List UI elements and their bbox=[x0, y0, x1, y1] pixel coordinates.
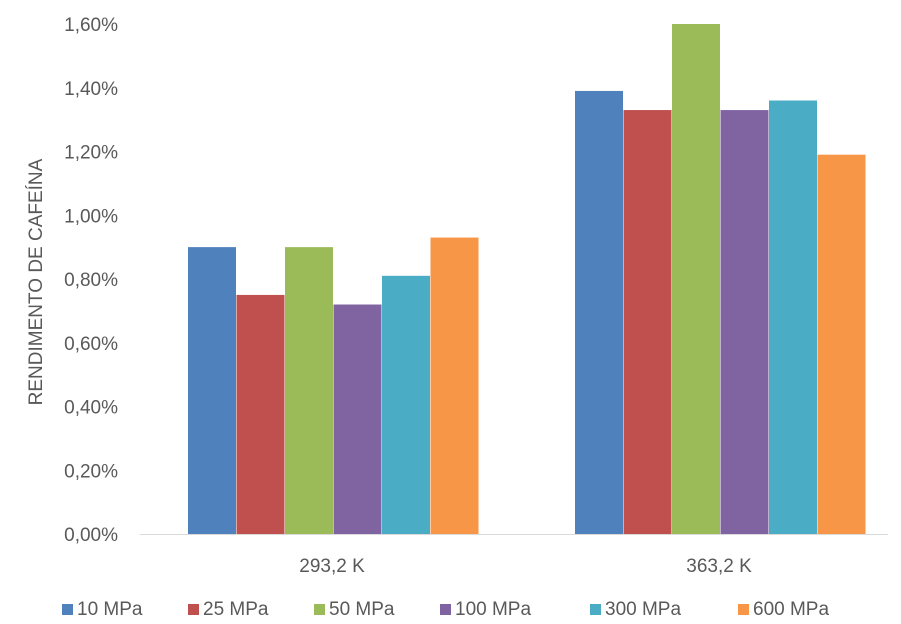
bar-10-mpa-2 bbox=[575, 90, 623, 534]
bar-25-mpa-2 bbox=[623, 110, 672, 534]
legend-swatch bbox=[738, 604, 749, 615]
y-tick-label: 1,40% bbox=[64, 79, 118, 100]
y-tick-label: 0,80% bbox=[64, 270, 118, 291]
legend-label: 10 MPa bbox=[77, 599, 143, 620]
bar-10-mpa-1 bbox=[188, 247, 236, 534]
bar-50-mpa-1 bbox=[285, 247, 333, 534]
y-tick-label: 1,00% bbox=[64, 206, 118, 227]
y-tick-label: 1,60% bbox=[64, 15, 118, 36]
bar-600-mpa-2 bbox=[817, 154, 866, 534]
legend-swatch bbox=[62, 604, 73, 615]
y-axis-ticks: 0,00% 0,20% 0,40% 0,60% 0,80% 1,00% 1,20% 1,40%… bbox=[64, 15, 118, 546]
bar-300-mpa-1 bbox=[382, 275, 430, 534]
x-tick-label: 293,2 K bbox=[299, 556, 365, 577]
y-tick-label: 0,00% bbox=[64, 525, 118, 546]
x-tick-label: 363,2 K bbox=[686, 556, 752, 577]
y-tick-label: 1,20% bbox=[64, 143, 118, 164]
bar-300-mpa-2 bbox=[769, 100, 817, 534]
legend-label: 100 MPa bbox=[455, 599, 531, 620]
legend-swatch bbox=[590, 604, 601, 615]
legend-swatch bbox=[440, 604, 451, 615]
x-axis-ticks: 293,2 K 363,2 K bbox=[299, 556, 752, 577]
y-tick-label: 0,40% bbox=[64, 398, 118, 419]
y-tick-label: 0,60% bbox=[64, 334, 118, 355]
legend-label: 50 MPa bbox=[329, 599, 395, 620]
legend-swatch bbox=[188, 604, 199, 615]
legend: 10 MPa 25 MPa 50 MPa 100 MPa 300 MPa 600 MPa bbox=[62, 599, 829, 620]
bar-50-mpa-2 bbox=[672, 24, 720, 534]
bar-25-mpa-1 bbox=[236, 294, 285, 534]
legend-label: 300 MPa bbox=[605, 599, 681, 620]
bar-600-mpa-1 bbox=[430, 237, 479, 534]
legend-swatch bbox=[314, 604, 325, 615]
bar-100-mpa-1 bbox=[333, 304, 382, 534]
bars bbox=[188, 24, 866, 534]
y-tick-label: 0,20% bbox=[64, 461, 118, 482]
legend-label: 600 MPa bbox=[753, 599, 829, 620]
y-axis-label: RENDIMENTO DE CAFEÍNA bbox=[26, 158, 47, 405]
bar-100-mpa-2 bbox=[720, 110, 769, 534]
legend-label: 25 MPa bbox=[203, 599, 269, 620]
